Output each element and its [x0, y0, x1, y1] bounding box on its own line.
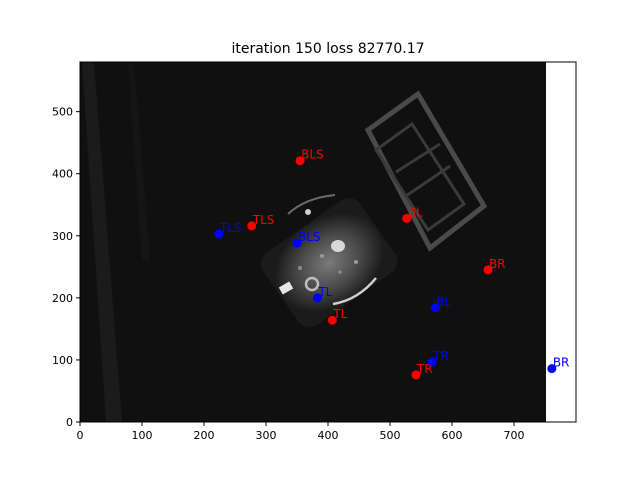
point-label: BR [489, 257, 506, 271]
y-tick-label: 100 [52, 354, 73, 367]
point-tls-1 [214, 229, 224, 239]
x-tick-label: 300 [256, 429, 277, 442]
x-tick-label: 600 [442, 429, 463, 442]
y-tick-label: 200 [52, 292, 73, 305]
y-tick-label: 400 [52, 168, 73, 181]
point-bl-0 [402, 213, 412, 223]
camera-image [80, 62, 546, 422]
x-tick-label: 100 [132, 429, 153, 442]
point-label: TR [432, 349, 449, 363]
point-tl-0 [327, 315, 337, 325]
point-bl-1 [430, 303, 440, 313]
point-label: BR [553, 356, 570, 370]
point-tr-0 [411, 370, 421, 380]
point-label: TLS [252, 213, 275, 227]
point-tl-1 [312, 293, 322, 303]
x-tick-label: 500 [380, 429, 401, 442]
point-label: BLS [298, 230, 321, 244]
y-tick-label: 500 [52, 106, 73, 119]
x-axis-ticks: 0 100 200 300 400 500 600 700 [77, 422, 525, 442]
y-tick-label: 300 [52, 230, 73, 243]
point-label: BL [408, 205, 423, 219]
point-label: TL [317, 285, 332, 299]
point-tr-1 [427, 357, 437, 367]
data-points: TR TL BR TLS BL BLS BR TR BL TL BLS TLS [214, 148, 569, 380]
point-bls-0 [295, 156, 305, 166]
x-tick-label: 0 [77, 429, 84, 442]
point-tls-0 [247, 221, 257, 231]
point-br-0 [483, 265, 493, 275]
point-label: BL [436, 295, 451, 309]
x-tick-label: 400 [318, 429, 339, 442]
point-br-1 [547, 364, 557, 374]
chart-title: iteration 150 loss 82770.17 [231, 41, 424, 57]
point-label: TLS [219, 221, 242, 235]
point-label: TL [332, 307, 347, 321]
y-tick-label: 0 [66, 416, 73, 429]
x-tick-label: 700 [504, 429, 525, 442]
x-tick-label: 200 [194, 429, 215, 442]
point-bls-1 [292, 238, 302, 248]
point-label: BLS [301, 148, 324, 162]
point-label: TR [416, 362, 433, 376]
y-axis-ticks: 0 100 200 300 400 500 [52, 106, 80, 429]
